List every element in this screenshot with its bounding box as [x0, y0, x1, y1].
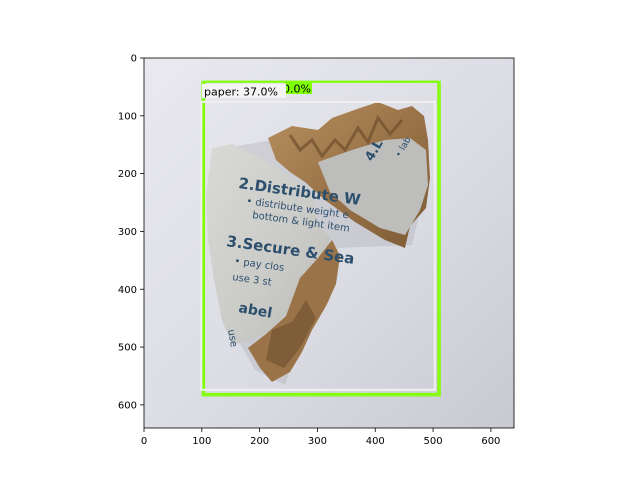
printed-line-7: abel — [237, 300, 273, 322]
y-tick-label: 600 — [118, 400, 137, 411]
y-tick-label: 200 — [118, 169, 137, 180]
x-tick-label: 0 — [141, 436, 147, 447]
photo: 2.Distribute W • distribute weight e bot… — [144, 58, 514, 428]
y-tick-label: 0 — [131, 54, 137, 65]
photo-background — [144, 58, 514, 428]
y-tick-label: 100 — [118, 111, 137, 122]
x-tick-label: 200 — [250, 436, 269, 447]
torn-edge-texture — [288, 115, 404, 159]
x-tick-label: 300 — [308, 436, 327, 447]
printed-line-6: use 3 st — [232, 272, 273, 288]
paper-detection-box — [200, 100, 436, 391]
cardboard-piece-lower-shade — [266, 300, 316, 368]
x-tick-label: 600 — [481, 436, 500, 447]
cardboard-label-bg — [285, 81, 312, 94]
x-tick-label: 100 — [192, 436, 211, 447]
x-tick-label: 500 — [424, 436, 443, 447]
cardboard-panel-grey — [318, 138, 428, 235]
x-axis: 0 100 200 300 400 500 600 — [141, 428, 500, 447]
x-tick-label: 400 — [366, 436, 385, 447]
cardboard-detection-box — [203, 80, 440, 395]
cardboard-label: 0.0% — [283, 83, 311, 96]
printed-line-8: use — [225, 329, 239, 348]
axes-frame — [143, 57, 515, 429]
y-tick-label: 300 — [118, 227, 137, 238]
detection-overlays: 0.0% paper: 37.0% — [200, 80, 441, 397]
y-tick-label: 400 — [118, 285, 137, 296]
paper-label-bg — [202, 84, 286, 98]
y-axis: 0 100 200 300 400 500 600 — [118, 54, 144, 411]
y-tick-label: 500 — [118, 343, 137, 354]
paper-label: paper: 37.0% — [204, 86, 278, 99]
